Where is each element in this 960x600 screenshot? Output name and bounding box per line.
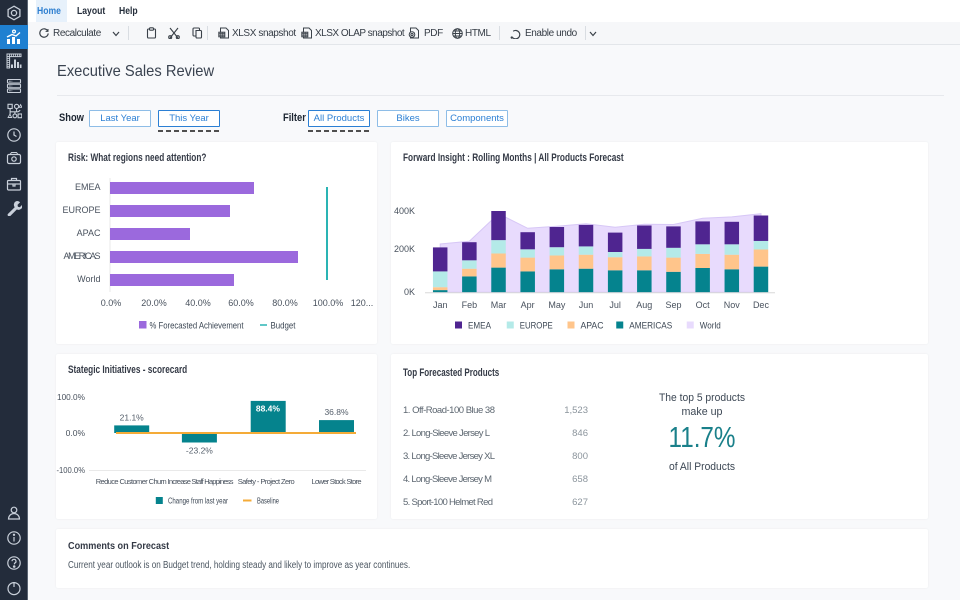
svg-text:Mar: Mar — [491, 300, 507, 310]
svg-text:5. Sport-100 Helmet Red: 5. Sport-100 Helmet Red — [403, 497, 493, 508]
svg-text:36.8%: 36.8% — [324, 407, 349, 417]
svg-text:0K: 0K — [404, 287, 415, 297]
svg-text:The top 5 products: The top 5 products — [659, 392, 745, 404]
svg-text:EMEA: EMEA — [75, 182, 101, 192]
svg-text:Oct: Oct — [696, 300, 711, 310]
svg-text:% Forecasted Achievement: % Forecasted Achievement — [150, 321, 244, 331]
svg-text:11.7%: 11.7% — [669, 422, 736, 454]
svg-text:2. Long-Sleeve Jersey L: 2. Long-Sleeve Jersey L — [403, 428, 490, 439]
svg-text:Change from last year: Change from last year — [168, 497, 228, 506]
svg-text:AMERICAS: AMERICAS — [629, 321, 672, 331]
svg-text:Feb: Feb — [462, 300, 478, 310]
svg-text:400K: 400K — [394, 206, 415, 216]
svg-text:World: World — [700, 321, 721, 331]
svg-text:Aug: Aug — [636, 300, 652, 310]
svg-text:Lower Stock Store: Lower Stock Store — [312, 477, 362, 486]
svg-text:Sep: Sep — [665, 300, 681, 310]
svg-text:make up: make up — [682, 406, 723, 418]
svg-text:EUROPE: EUROPE — [62, 205, 100, 215]
svg-text:Safety - Project Zero: Safety - Project Zero — [238, 477, 295, 486]
svg-text:Baseline: Baseline — [257, 497, 279, 506]
svg-text:Jul: Jul — [609, 300, 621, 310]
svg-text:4. Long-Sleeve Jersey M: 4. Long-Sleeve Jersey M — [403, 474, 492, 485]
svg-text:60.0%: 60.0% — [228, 298, 254, 308]
svg-text:APAC: APAC — [581, 321, 604, 331]
svg-text:1,523: 1,523 — [564, 405, 588, 416]
svg-text:100.0%: 100.0% — [313, 298, 344, 308]
svg-text:80.0%: 80.0% — [272, 298, 298, 308]
svg-text:200K: 200K — [394, 244, 415, 254]
svg-text:EUROPE: EUROPE — [520, 321, 553, 331]
svg-text:AMERICAS: AMERICAS — [64, 251, 101, 261]
svg-text:Nov: Nov — [724, 300, 741, 310]
svg-text:3. Long-Sleeve Jersey XL: 3. Long-Sleeve Jersey XL — [403, 451, 495, 462]
svg-text:Increase Staff Happiness: Increase Staff Happiness — [168, 477, 234, 486]
svg-text:20.0%: 20.0% — [141, 298, 167, 308]
svg-text:0.0%: 0.0% — [101, 298, 122, 308]
svg-text:Dec: Dec — [753, 300, 770, 310]
svg-text:Jun: Jun — [579, 300, 594, 310]
svg-text:1. Off-Road-100 Blue 38: 1. Off-Road-100 Blue 38 — [403, 405, 495, 416]
svg-text:Apr: Apr — [521, 300, 535, 310]
svg-text:May: May — [548, 300, 566, 310]
svg-text:of All Products: of All Products — [669, 461, 735, 473]
svg-text:0.0%: 0.0% — [66, 428, 86, 438]
svg-text:658: 658 — [572, 474, 588, 485]
svg-text:Jan: Jan — [433, 300, 448, 310]
svg-text:846: 846 — [572, 428, 588, 439]
svg-text:EMEA: EMEA — [468, 321, 491, 331]
svg-text:-100.0%: -100.0% — [57, 465, 86, 475]
svg-text:World: World — [77, 274, 100, 284]
svg-text:Reduce Customer Churn: Reduce Customer Churn — [96, 477, 167, 486]
svg-text:627: 627 — [572, 497, 588, 508]
svg-text:Budget: Budget — [271, 321, 296, 331]
svg-text:100.0%: 100.0% — [57, 392, 85, 402]
svg-text:-23.2%: -23.2% — [186, 446, 213, 456]
svg-text:APAC: APAC — [77, 228, 101, 238]
svg-text:40.0%: 40.0% — [185, 298, 211, 308]
svg-text:88.4%: 88.4% — [256, 404, 281, 414]
svg-text:120...: 120... — [351, 298, 374, 308]
svg-text:21.1%: 21.1% — [120, 413, 145, 423]
svg-text:800: 800 — [572, 451, 588, 462]
